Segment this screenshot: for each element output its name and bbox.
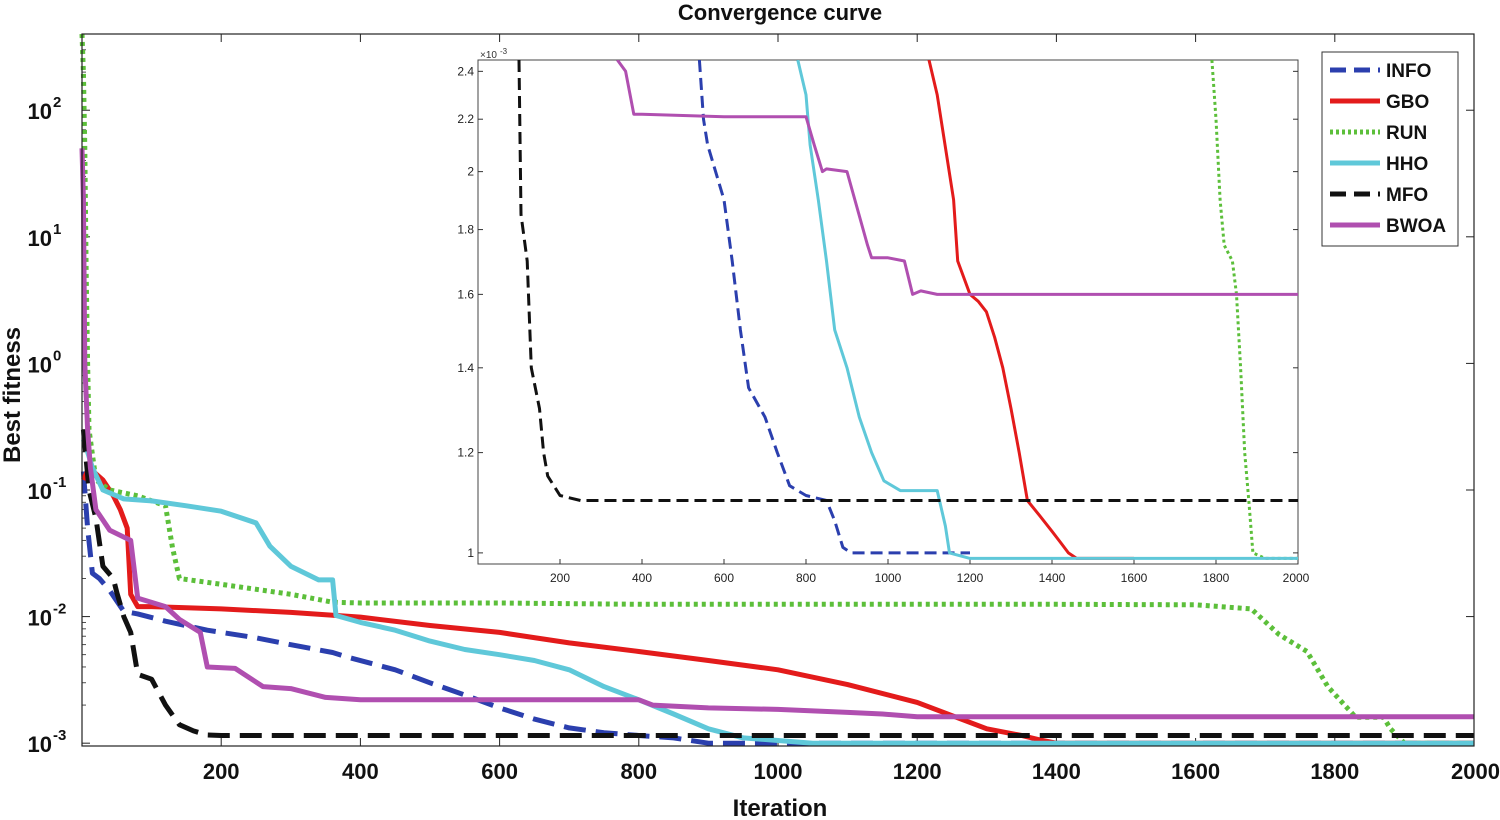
legend-label-bwoa: BWOA — [1386, 216, 1446, 237]
series-line-gbo — [81, 465, 1474, 746]
inset-series-line-bwoa — [616, 60, 1298, 296]
inset-series-line-mfo — [517, 60, 1298, 502]
inset-series-line-gbo — [927, 60, 1134, 560]
inset-multiplier-exponent: -3 — [500, 47, 508, 56]
inset-y-tick-label: 1.4 — [457, 361, 474, 375]
series-line-bwoa — [79, 148, 1474, 720]
y-tick-exponent: 0 — [53, 347, 61, 364]
inset-multiplier: ×10 — [480, 50, 497, 61]
y-tick-label: 10 — [28, 732, 52, 757]
inset-y-tick-label: 1 — [467, 546, 474, 560]
x-tick-label: 1200 — [893, 759, 942, 784]
y-tick-exponent: 1 — [53, 221, 61, 238]
x-tick-label: 400 — [342, 759, 379, 784]
legend-label-mfo: MFO — [1386, 185, 1428, 206]
x-tick-label: 800 — [620, 759, 657, 784]
inset-y-tick-label: 2.2 — [457, 112, 474, 126]
y-tick-label: 10 — [28, 479, 52, 504]
x-tick-label: 1400 — [1032, 759, 1081, 784]
x-tick-label: 600 — [481, 759, 518, 784]
inset-x-tick-label: 200 — [550, 571, 570, 585]
legend-label-info: INFO — [1386, 61, 1431, 82]
inset-y-tick-label: 1.2 — [457, 446, 474, 460]
inset-x-tick-label: 2000 — [1283, 571, 1310, 585]
inset-series-line-info — [697, 60, 970, 555]
inset-x-tick-label: 400 — [632, 571, 652, 585]
legend-label-hho: HHO — [1386, 154, 1428, 175]
inset-x-tick-label: 1000 — [875, 571, 902, 585]
x-axis-label: Iteration — [733, 795, 828, 820]
y-tick-label: 10 — [28, 606, 52, 631]
inset-x-tick-label: 1800 — [1203, 571, 1230, 585]
main-plot-frame — [81, 33, 1475, 747]
x-tick-label: 1800 — [1310, 759, 1359, 784]
legend-label-run: RUN — [1386, 123, 1427, 144]
y-tick-label: 10 — [28, 226, 52, 251]
inset-y-tick-label: 1.8 — [457, 223, 474, 237]
chart-title: Convergence curve — [678, 0, 882, 25]
inset-frame — [477, 59, 1299, 565]
y-axis-label: Best fitness — [0, 327, 26, 463]
inset-y-tick-label: 1.6 — [457, 287, 474, 301]
inset-series-line-run — [1210, 60, 1298, 560]
inset-plot: 200 400 600 800 1000 1200 1400 1600 1800 2000 1 1.2… — [457, 47, 1309, 585]
legend-label-gbo: GBO — [1386, 92, 1429, 113]
inset-y-tick-label: 2 — [467, 165, 474, 179]
x-tick-label: 1600 — [1171, 759, 1220, 784]
y-tick-exponent: -2 — [53, 601, 66, 618]
inset-series-line-hho — [796, 60, 1298, 560]
inset-x-tick-label: 1200 — [957, 571, 984, 585]
main-series-group — [79, 33, 1474, 746]
y-tick-exponent: -3 — [53, 727, 66, 744]
inset-x-tick-label: 1400 — [1039, 571, 1066, 585]
legend: INFO GBO RUN HHO MFO BWOA — [1321, 51, 1459, 247]
inset-series-group — [517, 60, 1298, 560]
series-line-mfo — [80, 429, 1474, 738]
y-tick-exponent: -1 — [53, 474, 66, 491]
inset-y-tick-label: 2.4 — [457, 64, 474, 78]
series-line-hho — [81, 438, 1474, 746]
y-tick-label: 10 — [28, 352, 52, 377]
inset-x-tick-label: 600 — [714, 571, 734, 585]
y-tick-exponent: 2 — [53, 94, 61, 111]
x-tick-label: 2000 — [1451, 759, 1500, 784]
y-tick-label: 10 — [28, 99, 52, 124]
inset-x-tick-label: 800 — [796, 571, 816, 585]
x-tick-label: 200 — [203, 759, 240, 784]
x-tick-label: 1000 — [754, 759, 803, 784]
legend-box — [1321, 51, 1459, 247]
inset-x-tick-label: 1600 — [1121, 571, 1148, 585]
